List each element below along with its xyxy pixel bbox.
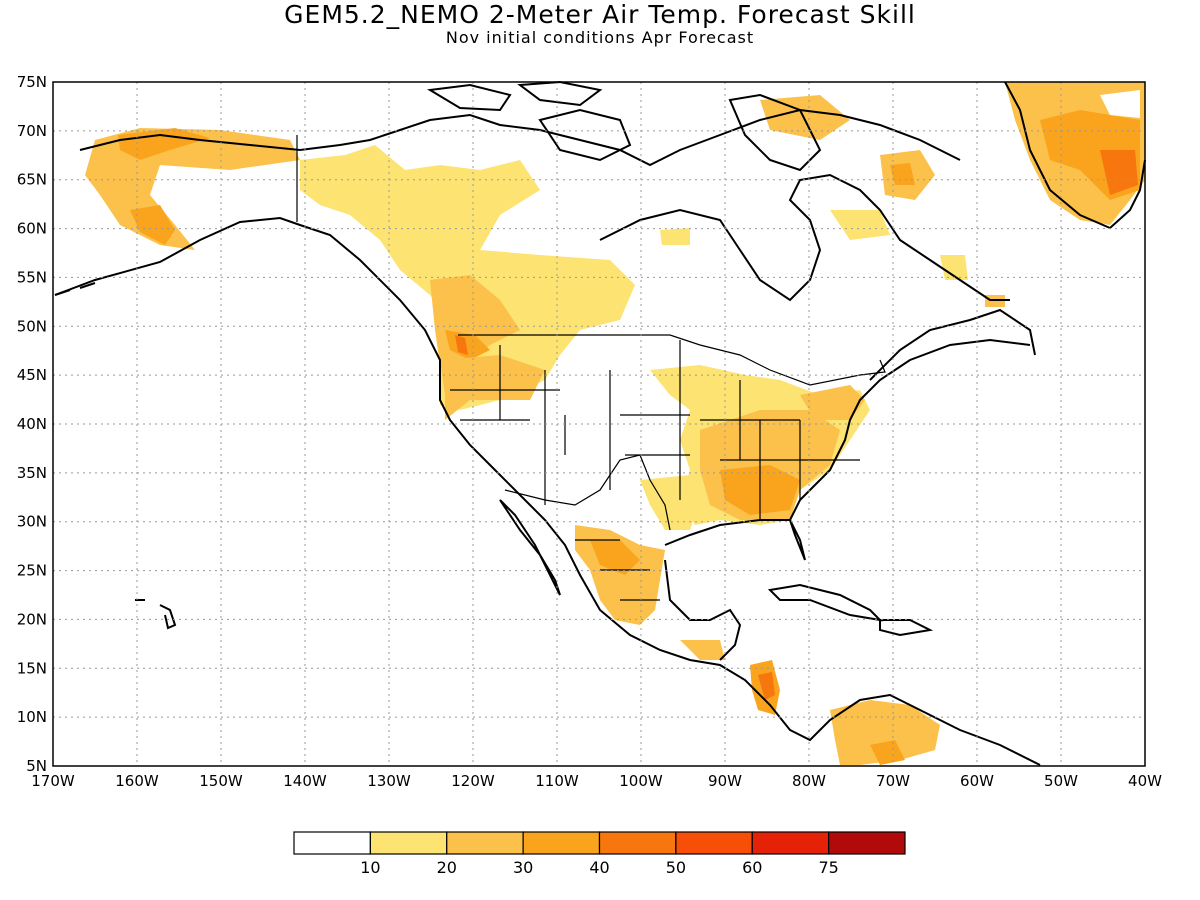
cuba [767, 583, 883, 622]
lat-label: 20N [17, 610, 47, 628]
lat-label: 65N [17, 171, 47, 189]
lon-label: 160W [115, 772, 159, 790]
political-borders [296, 135, 886, 601]
arctic-coast [79, 108, 961, 167]
baja-coast [499, 499, 561, 596]
colorbar-label: 10 [360, 858, 380, 877]
hawaii [135, 599, 177, 630]
skill-region-yucatan [680, 640, 725, 660]
map-frame [52, 81, 1146, 767]
skill-shading [85, 82, 1145, 765]
skill-region-oregon [440, 355, 545, 420]
us-state-lines [450, 340, 860, 520]
skill-region-greenland-south [1100, 150, 1138, 195]
queen-elizabeth-islands [427, 80, 603, 112]
atlantic-canada [869, 308, 1036, 381]
colorbar: 10 20 30 40 50 60 75 [293, 831, 906, 877]
yucatan-coast [664, 559, 742, 661]
hudson-bay [599, 173, 1010, 302]
colorbar-swatch [446, 831, 524, 855]
colorbar-swatch [751, 831, 830, 855]
lon-label: 110W [535, 772, 579, 790]
skill-region-hudson-east [830, 210, 890, 240]
skill-region-mexico-north [590, 540, 640, 575]
skill-region-labrador-core [890, 163, 915, 185]
colorbar-swatch [598, 831, 677, 855]
lon-label: 50W [1044, 772, 1078, 790]
colorbar-label: 60 [742, 858, 762, 877]
colorbar-label: 20 [437, 858, 457, 877]
lat-label: 60N [17, 220, 47, 238]
colorbar-label: 30 [513, 858, 533, 877]
mexico-state-lines [575, 539, 660, 601]
baffin-island [728, 93, 822, 172]
colorbar-swatch [369, 831, 448, 855]
skill-region-greenland-gap [1100, 90, 1140, 118]
lat-label: 50N [17, 317, 47, 335]
colorbar-swatch [293, 831, 371, 855]
colorbar-swatch [675, 831, 753, 855]
map-subtitle: Nov initial conditions Apr Forecast [445, 28, 755, 47]
skill-region-nicaragua-core [758, 672, 775, 700]
lon-label: 170W [31, 772, 75, 790]
greenland-coast [1004, 81, 1146, 230]
lon-label: 90W [708, 772, 742, 790]
graticule [53, 82, 1145, 766]
lat-label: 75N [17, 73, 47, 91]
colorbar-swatch [828, 831, 906, 855]
us-mexico-border [504, 454, 671, 531]
colorbar-swatch [522, 831, 601, 855]
lat-label: 35N [17, 464, 47, 482]
colorbar-label: 40 [589, 858, 609, 877]
lon-label: 140W [283, 772, 327, 790]
colorbar-label: 75 [818, 858, 838, 877]
lat-label: 30N [17, 513, 47, 531]
lon-label: 70W [876, 772, 910, 790]
lat-label: 70N [17, 122, 47, 140]
skill-region-south-america [830, 700, 940, 765]
skill-region-alaska-north [118, 128, 210, 160]
skill-region-alaska-sw [130, 205, 175, 245]
skill-region-nunavut [660, 228, 690, 245]
lon-label: 60W [960, 772, 994, 790]
us-canada-border [458, 334, 886, 386]
lon-label: 40W [1128, 772, 1162, 790]
skill-region-cascades [455, 335, 468, 355]
lat-label: 25N [17, 562, 47, 580]
skill-region-arctic [760, 95, 850, 140]
hispaniola [879, 619, 934, 637]
colorbar-label: 50 [666, 858, 686, 877]
skill-region-northeast [800, 385, 865, 420]
map-title: GEM5.2_NEMO 2-Meter Air Temp. Forecast S… [284, 0, 916, 29]
skill-region-venezuela [870, 740, 905, 765]
lat-label: 45N [17, 366, 47, 384]
lon-label: 120W [451, 772, 495, 790]
lat-label: 55N [17, 268, 47, 286]
lon-label: 150W [199, 772, 243, 790]
skill-region-quebec-south [940, 255, 968, 280]
latitude-labels: 75N 70N 65N 60N 55N 50N 45N 40N 35N 30N 25N 20N 15N 1… [17, 73, 47, 775]
lon-label: 100W [619, 772, 663, 790]
lat-label: 40N [17, 415, 47, 433]
longitude-labels: 170W 160W 150W 140W 130W 120W 110W 100W 90W 80W 70… [31, 772, 1162, 790]
lat-label: 15N [17, 659, 47, 677]
lon-label: 130W [367, 772, 411, 790]
east-coast [789, 338, 1031, 521]
lat-label: 10N [17, 708, 47, 726]
lon-label: 80W [792, 772, 826, 790]
aleutians [54, 282, 96, 296]
victoria-island [538, 108, 632, 162]
lat-label: 5N [26, 757, 47, 775]
